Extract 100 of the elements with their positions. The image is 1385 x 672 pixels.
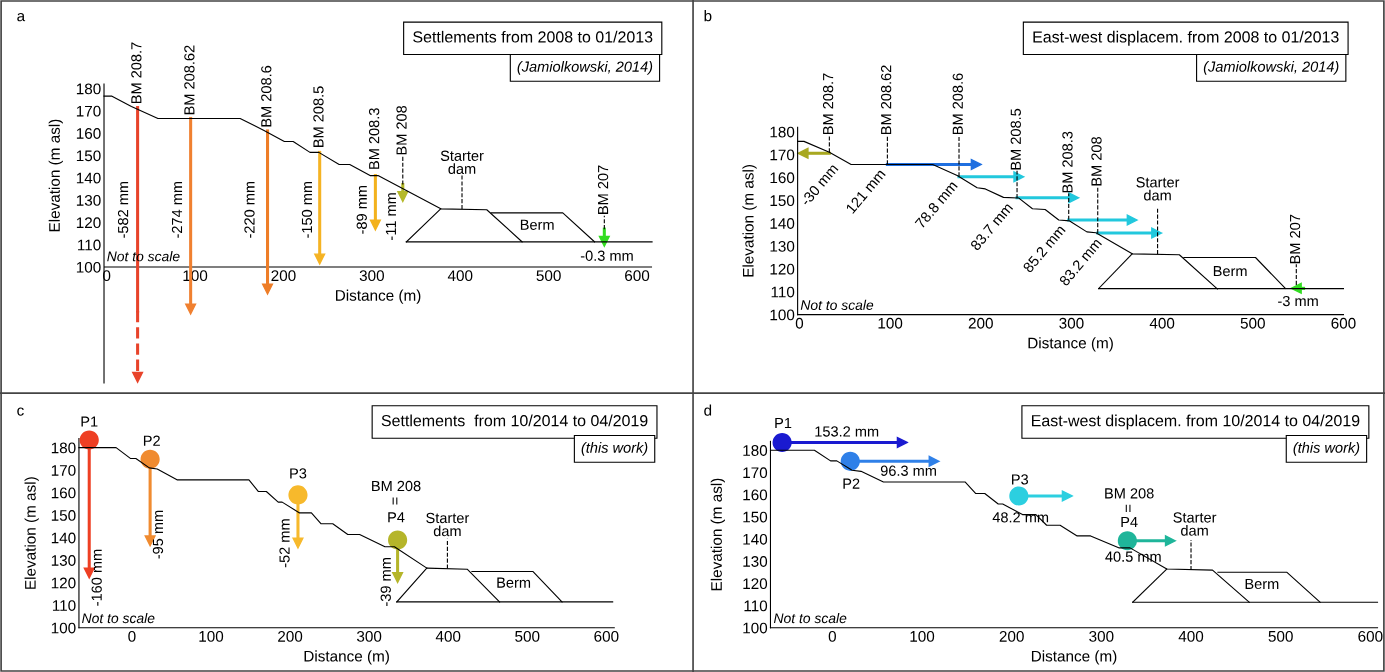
x-tick-label: 600: [594, 630, 619, 642]
chart-title: East-west displacem. from 10/2014 to 04/2019: [1032, 414, 1360, 430]
y-tick-label: 100: [743, 622, 768, 634]
annotation: -582 mm: [117, 181, 129, 238]
y-tick-label: 150: [743, 511, 768, 523]
y-tick-label: 170: [76, 105, 101, 117]
y-tick-label: 120: [743, 578, 768, 590]
y-tick-label: 180: [76, 83, 101, 95]
chart-subtitle: (Jamiolkowski, 2014): [1203, 61, 1339, 75]
text: c: [17, 407, 24, 416]
y-tick-label: 160: [743, 489, 768, 501]
x-tick-label: 300: [1089, 630, 1114, 642]
x-tick-label: 100: [199, 630, 224, 642]
y-axis-title: Elevation (m asl): [24, 477, 39, 589]
y-tick-label: 120: [770, 263, 795, 275]
annotation: BM 208.62: [184, 45, 195, 115]
chart-title: East-west displacem. from 2008 to 01/2013: [1033, 30, 1339, 46]
annotation: Not to scale: [773, 612, 847, 624]
y-tick-label: 130: [51, 555, 76, 566]
y-tick-label: 110: [744, 600, 768, 612]
annotation: P2: [843, 478, 860, 489]
x-tick-label: 600: [625, 270, 650, 282]
x-axis-title: Distance (m): [1028, 337, 1113, 352]
annotation: -95 mm: [152, 510, 164, 559]
y-axis-title: Elevation (m asl): [742, 164, 757, 277]
text: b: [704, 10, 712, 22]
x-tick-label: 300: [1059, 317, 1084, 329]
annotation: Not to scale: [800, 299, 874, 311]
y-tick-label: 160: [76, 128, 101, 139]
y-tick-label: 130: [770, 240, 795, 252]
annotation: -39 mm: [380, 558, 391, 606]
annotation: BM 208: [372, 480, 421, 492]
x-tick-label: 200: [271, 270, 296, 282]
annotation: BM 208.3: [368, 108, 380, 169]
x-axis-title: Distance (m): [1031, 650, 1117, 665]
annotation: BM 208.7: [131, 42, 142, 104]
y-tick-label: 120: [51, 577, 76, 589]
y-tick-label: 100: [51, 622, 76, 634]
y-tick-label: 180: [770, 126, 795, 138]
y-tick-label: 140: [51, 532, 76, 544]
annotation: Berm: [497, 577, 531, 588]
x-tick-label: 300: [356, 630, 382, 642]
annotation: -274 mm: [171, 181, 183, 238]
annotation: =: [392, 497, 398, 505]
x-tick-label: 0: [828, 630, 836, 642]
annotation: P4: [388, 512, 405, 523]
y-tick-label: 130: [76, 195, 101, 206]
y-tick-label: 180: [51, 442, 76, 454]
y-tick-label: 140: [743, 533, 768, 545]
y-axis-title: Elevation (m asl): [710, 478, 725, 591]
y-tick-label: 160: [770, 172, 795, 184]
annotation: 121 mm: [845, 168, 886, 214]
annotation: Starter dam: [1173, 512, 1217, 536]
x-tick-label: 100: [910, 630, 935, 642]
x-axis-title: Distance (m): [336, 289, 421, 304]
x-axis-title: Distance (m): [304, 650, 389, 665]
annotation: Berm: [520, 219, 554, 230]
y-tick-label: 130: [743, 556, 768, 567]
y-tick-label: 150: [76, 150, 101, 162]
annotation: BM 207: [597, 165, 609, 214]
y-axis-title: Elevation (m asl): [48, 119, 63, 232]
text: a: [17, 12, 26, 22]
y-tick-label: 100: [770, 309, 795, 321]
chart-subtitle: (this work): [581, 442, 648, 456]
x-tick-label: 500: [1268, 630, 1293, 642]
x-tick-label: 200: [278, 630, 303, 642]
annotation: P1: [775, 418, 792, 429]
annotation: BM 208.5: [313, 86, 324, 147]
y-tick-label: 110: [771, 286, 795, 298]
annotation: BM 207: [1289, 214, 1301, 264]
annotation: P4: [1121, 517, 1138, 528]
annotation: -160 mm: [91, 549, 102, 606]
annotation: BM 208.7: [822, 73, 834, 135]
chart-subtitle: (Jamiolkowski, 2014): [517, 61, 653, 75]
annotation: Starter dam: [440, 150, 484, 174]
y-tick-label: 170: [770, 149, 795, 161]
annotation: Not to scale: [82, 612, 155, 624]
annotation: P3: [1012, 474, 1029, 485]
y-tick-label: 180: [743, 445, 768, 456]
annotation: Berm: [1213, 266, 1247, 277]
y-tick-label: 170: [743, 467, 768, 479]
text: d: [704, 404, 712, 416]
annotation: BM 208.6: [261, 65, 272, 127]
y-tick-label: 160: [51, 487, 76, 499]
annotation: -30 mm: [799, 163, 839, 207]
annotation: BM 208.5: [1010, 108, 1021, 170]
y-tick-label: 150: [51, 510, 76, 521]
annotation: BM 208: [396, 105, 407, 155]
annotation: Starter dam: [426, 512, 470, 537]
annotation: =: [1125, 504, 1131, 512]
x-tick-label: 400: [1178, 630, 1204, 642]
x-tick-label: 200: [999, 630, 1024, 642]
x-tick-label: 300: [359, 270, 384, 282]
x-tick-label: 400: [1149, 317, 1175, 329]
y-tick-label: 110: [78, 239, 101, 251]
chart-title: Settlements from 10/2014 to 04/2019: [381, 414, 648, 427]
annotation: Starter dam: [1136, 177, 1180, 201]
y-tick-label: 140: [76, 172, 101, 184]
annotation: -0.3 mm: [580, 250, 633, 261]
annotation: P3: [290, 468, 307, 479]
